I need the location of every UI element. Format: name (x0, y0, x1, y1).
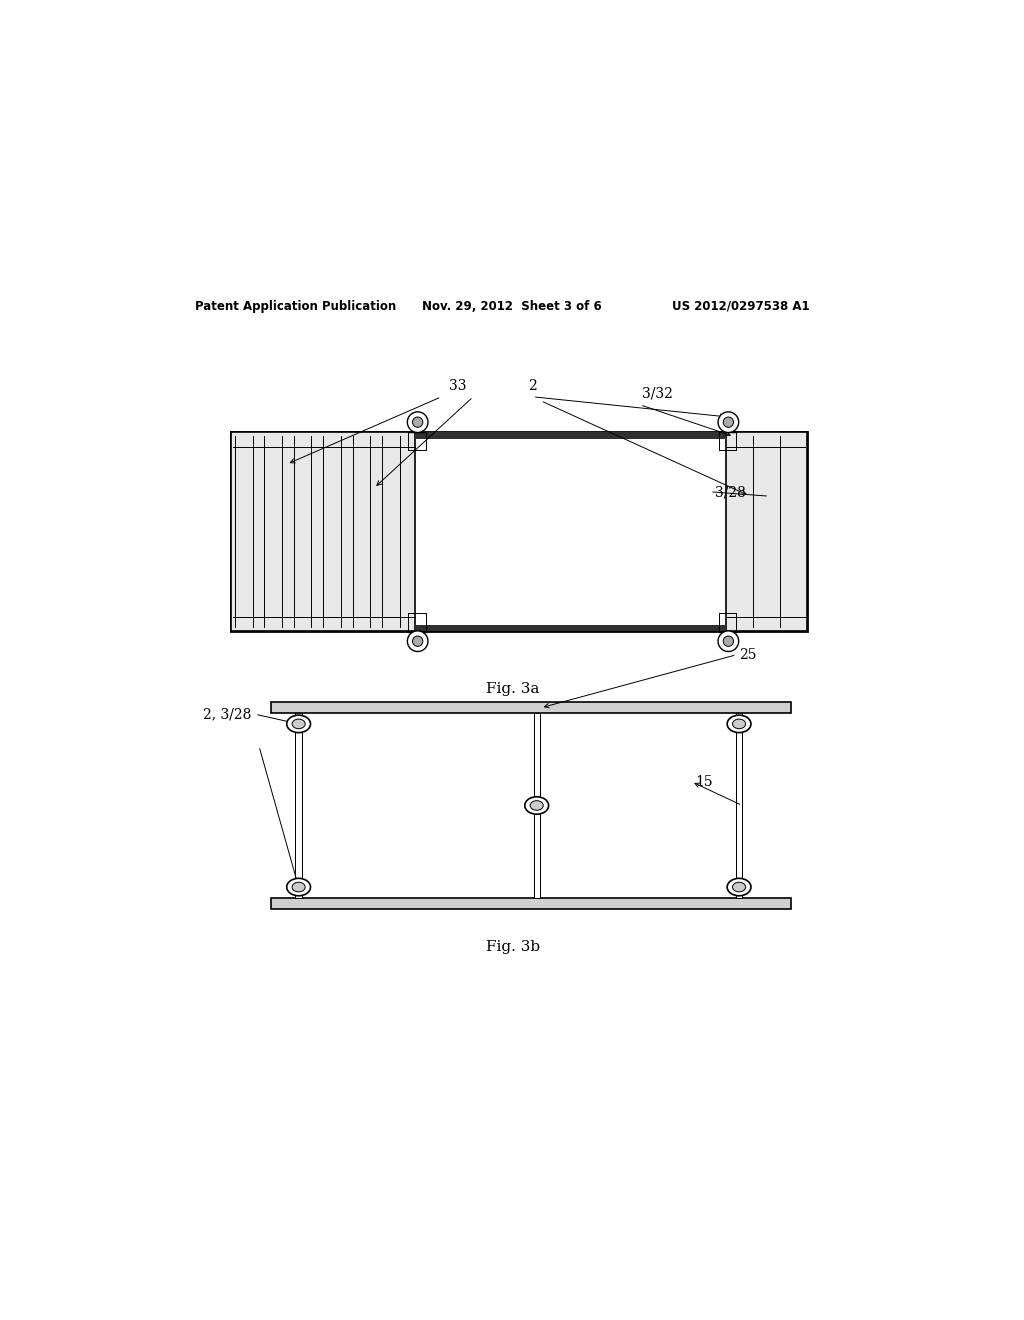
Ellipse shape (287, 715, 310, 733)
Circle shape (723, 636, 733, 647)
Circle shape (718, 412, 738, 433)
Ellipse shape (727, 878, 751, 896)
Bar (416, 624, 726, 631)
Ellipse shape (732, 882, 745, 892)
Bar (534, 713, 540, 898)
Text: Nov. 29, 2012  Sheet 3 of 6: Nov. 29, 2012 Sheet 3 of 6 (422, 300, 601, 313)
Bar (231, 433, 807, 631)
Bar (231, 433, 416, 631)
Bar (416, 433, 726, 438)
Text: 2: 2 (528, 379, 538, 393)
Circle shape (413, 636, 423, 647)
Text: 15: 15 (695, 775, 713, 788)
Text: US 2012/0297538 A1: US 2012/0297538 A1 (672, 300, 809, 313)
Ellipse shape (524, 797, 549, 814)
Ellipse shape (732, 719, 745, 729)
Ellipse shape (292, 719, 305, 729)
Ellipse shape (530, 801, 544, 810)
Circle shape (408, 412, 428, 433)
Circle shape (413, 417, 423, 428)
Text: 3/28: 3/28 (715, 484, 746, 499)
Text: 25: 25 (739, 648, 757, 661)
Bar (296, 713, 302, 898)
Text: Fig. 3b: Fig. 3b (485, 940, 540, 954)
Text: 2, 3/28: 2, 3/28 (203, 708, 251, 721)
Ellipse shape (287, 878, 310, 896)
Bar (270, 702, 791, 713)
Text: 3/32: 3/32 (642, 387, 673, 401)
Ellipse shape (727, 715, 751, 733)
Circle shape (723, 417, 733, 428)
Circle shape (408, 631, 428, 652)
Text: Fig. 3a: Fig. 3a (486, 682, 540, 697)
Circle shape (718, 631, 738, 652)
Ellipse shape (292, 882, 305, 892)
Bar (736, 713, 742, 898)
Text: Patent Application Publication: Patent Application Publication (196, 300, 396, 313)
Text: 33: 33 (449, 379, 466, 393)
Bar (270, 898, 791, 908)
Bar (726, 433, 807, 631)
